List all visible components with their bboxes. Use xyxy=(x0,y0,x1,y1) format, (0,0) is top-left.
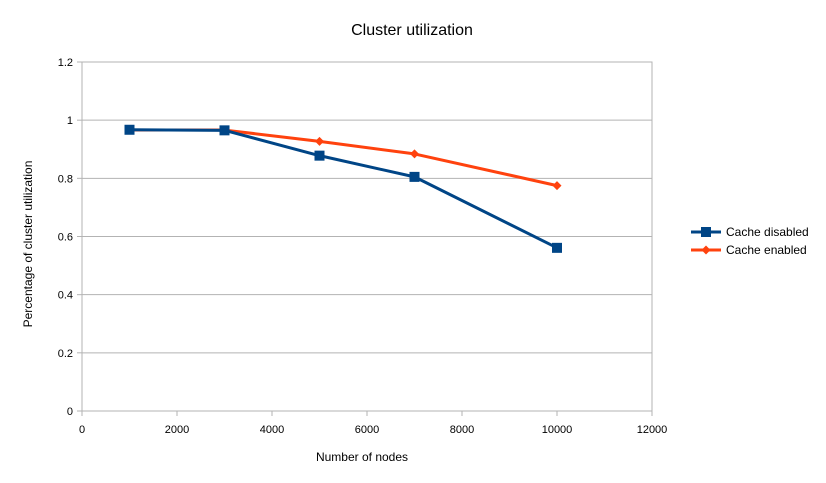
data-point-cache-disabled xyxy=(552,242,562,253)
x-tick-label: 2000 xyxy=(165,424,189,436)
y-tick-label: 0 xyxy=(67,406,73,418)
series-cache-disabled xyxy=(124,124,562,253)
legend-label: Cache disabled xyxy=(726,225,809,239)
x-tick-label: 10000 xyxy=(542,424,573,436)
series-cache-enabled xyxy=(125,125,562,191)
y-tick-label: 1.2 xyxy=(58,57,73,69)
legend-marker xyxy=(701,245,711,255)
chart-title: Cluster utilization xyxy=(351,22,473,39)
y-tick-label: 1 xyxy=(67,115,73,127)
x-axis-label: Number of nodes xyxy=(316,450,408,464)
data-point-cache-disabled xyxy=(124,124,135,135)
data-point-cache-disabled xyxy=(219,125,230,136)
y-tick-label: 0.4 xyxy=(58,290,73,302)
y-tick-label: 0.6 xyxy=(58,232,73,244)
series-line-cache-disabled xyxy=(129,128,558,250)
data-point-cache-disabled xyxy=(314,150,325,161)
y-tick-label: 0.2 xyxy=(58,348,73,360)
gridlines xyxy=(82,119,652,354)
data-point-cache-enabled xyxy=(410,149,419,159)
y-axis-ticks: 0 0.2 0.4 0.6 0.8 1 1.2 xyxy=(58,57,82,418)
y-tick-label: 0.8 xyxy=(58,173,73,185)
legend-label: Cache enabled xyxy=(726,243,807,257)
y-axis-label: Percentage of cluster utilization xyxy=(21,161,35,328)
x-tick-label: 8000 xyxy=(450,424,474,436)
x-tick-label: 0 xyxy=(79,424,85,436)
legend-item-cache-disabled: Cache disabled xyxy=(691,225,809,239)
x-tick-label: 6000 xyxy=(355,424,379,436)
x-tick-label: 4000 xyxy=(260,424,284,436)
x-axis-ticks: 0 2000 4000 6000 8000 10000 12000 xyxy=(79,411,667,436)
series-line-cache-enabled xyxy=(129,128,558,188)
series-layer xyxy=(124,124,562,253)
data-point-cache-enabled xyxy=(552,181,562,191)
data-point-cache-enabled xyxy=(315,136,324,146)
legend: Cache disabled Cache enabled xyxy=(691,225,809,257)
x-tick-label: 12000 xyxy=(637,424,668,436)
legend-item-cache-enabled: Cache enabled xyxy=(691,243,807,257)
legend-marker xyxy=(701,227,711,237)
data-point-cache-disabled xyxy=(409,171,420,182)
